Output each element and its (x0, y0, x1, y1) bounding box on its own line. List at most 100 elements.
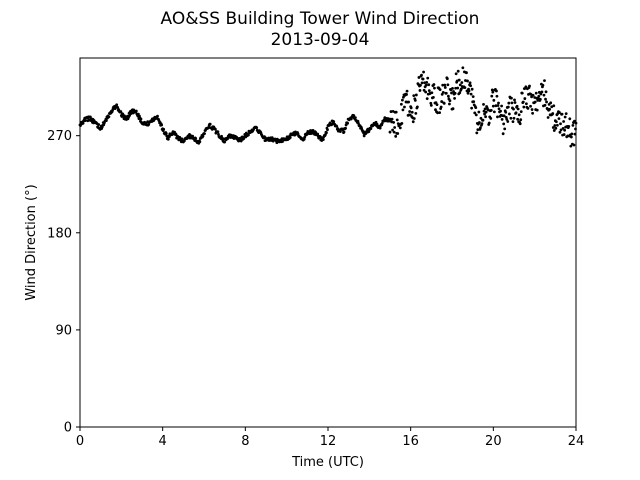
data-point (451, 87, 454, 90)
data-point (220, 134, 223, 138)
data-point (451, 107, 455, 111)
data-point (424, 83, 428, 87)
x-tick-label: 16 (402, 434, 419, 449)
data-point (507, 101, 511, 105)
data-point (522, 105, 526, 109)
data-point (326, 128, 329, 132)
data-point (375, 122, 379, 126)
data-point (164, 132, 168, 135)
data-point (369, 127, 373, 130)
data-point (414, 93, 418, 97)
data-point (528, 84, 531, 88)
x-tick-label: 4 (159, 434, 167, 449)
data-point (420, 73, 423, 77)
data-point (572, 143, 576, 147)
data-point (353, 116, 357, 120)
data-point (507, 112, 511, 116)
data-point (495, 89, 498, 93)
data-point (512, 107, 515, 111)
data-point (335, 125, 339, 128)
data-point (473, 111, 477, 115)
data-point (552, 104, 556, 108)
data-point (456, 86, 460, 90)
data-point (530, 108, 534, 111)
data-point (563, 115, 567, 119)
data-point (380, 121, 384, 125)
data-point (491, 104, 495, 108)
data-point (346, 121, 350, 125)
data-point (492, 110, 496, 114)
data-point (390, 117, 394, 121)
data-point (510, 101, 514, 105)
data-point (513, 101, 517, 104)
data-point (216, 130, 220, 134)
data-point (156, 114, 159, 118)
data-point (481, 118, 485, 122)
data-point (207, 126, 211, 129)
data-point (519, 118, 523, 122)
data-point (446, 94, 450, 98)
data-point (412, 117, 416, 120)
data-point (479, 126, 482, 130)
data-point (570, 132, 574, 136)
data-point (461, 66, 465, 70)
data-point (427, 89, 431, 93)
data-point (247, 133, 250, 137)
data-point (394, 110, 398, 114)
data-point (392, 121, 396, 124)
data-point (525, 102, 528, 106)
data-point (421, 77, 425, 81)
data-point (537, 94, 541, 98)
data-point (569, 135, 573, 139)
data-point (484, 110, 488, 114)
data-point (425, 97, 429, 101)
data-point (281, 140, 284, 143)
data-point (465, 71, 468, 75)
data-point (453, 91, 457, 95)
data-point (432, 83, 436, 86)
data-points (78, 66, 578, 148)
data-point (490, 94, 494, 98)
data-point (162, 127, 166, 131)
data-point (426, 76, 430, 80)
data-point (405, 93, 408, 96)
y-tick-label: 0 (64, 421, 72, 436)
data-point (553, 124, 557, 127)
data-point (458, 91, 462, 95)
data-point (551, 112, 555, 115)
data-point (445, 77, 449, 81)
data-point (393, 126, 397, 129)
data-point (217, 133, 220, 136)
data-point (535, 108, 539, 112)
data-point (544, 90, 548, 94)
data-point (407, 100, 410, 104)
data-point (288, 136, 292, 139)
data-point (489, 116, 493, 120)
x-axis-label: Time (UTC) (291, 455, 364, 470)
data-point (552, 129, 556, 132)
data-point (511, 120, 515, 124)
data-point (554, 120, 558, 124)
data-point (506, 120, 510, 123)
y-tick-label: 180 (47, 226, 72, 241)
data-point (438, 111, 441, 114)
data-point (97, 123, 100, 126)
data-point (482, 109, 486, 113)
data-point (422, 70, 425, 74)
data-point (467, 89, 471, 93)
data-point (559, 122, 562, 126)
data-point (559, 128, 563, 132)
data-point (524, 85, 528, 89)
data-point (119, 110, 123, 113)
data-point (491, 90, 495, 94)
data-point (519, 110, 523, 114)
data-point (394, 134, 398, 138)
data-point (549, 101, 553, 105)
data-point (474, 106, 478, 110)
data-point (303, 135, 307, 139)
data-point (470, 106, 474, 110)
data-point (500, 104, 503, 108)
data-point (180, 137, 184, 141)
data-point (459, 87, 463, 91)
data-point (463, 86, 467, 90)
